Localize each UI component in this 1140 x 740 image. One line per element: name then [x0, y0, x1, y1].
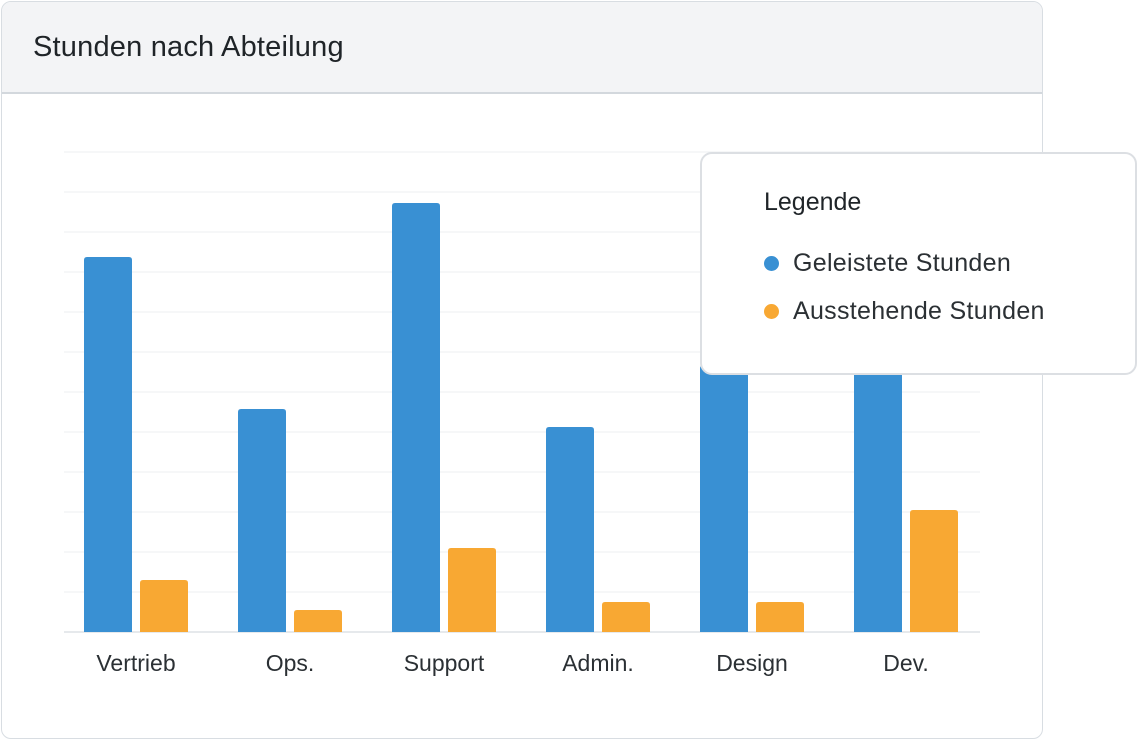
legend-item-geleistete-stunden: Geleistete Stunden	[764, 239, 1135, 287]
card-header: Stunden nach Abteilung	[2, 2, 1042, 94]
category-labels: Vertrieb Ops. Support Admin. Design Dev.	[96, 650, 928, 676]
bar-geleistet-1[interactable]	[238, 409, 286, 632]
bars	[84, 203, 958, 632]
card-title: Stunden nach Abteilung	[33, 30, 344, 63]
bar-geleistet-3[interactable]	[546, 427, 594, 632]
bar-ausstehend-1[interactable]	[294, 610, 342, 632]
bar-ausstehend-3[interactable]	[602, 602, 650, 632]
bar-ausstehend-5[interactable]	[910, 510, 958, 632]
category-label: Design	[716, 650, 788, 676]
bar-geleistet-4[interactable]	[700, 365, 748, 632]
legend-title: Legende	[764, 188, 862, 216]
legend-dot-ausstehende-stunden	[764, 303, 779, 319]
category-label: Dev.	[883, 650, 929, 676]
grid-lines	[64, 151, 980, 633]
bar-geleistet-5[interactable]	[854, 368, 902, 632]
category-label: Admin.	[562, 650, 634, 676]
bar-geleistet-0[interactable]	[84, 257, 132, 632]
category-label: Ops.	[266, 650, 315, 676]
legend-item-ausstehende-stunden: Ausstehende Stunden	[764, 287, 1135, 335]
bar-geleistet-2[interactable]	[392, 203, 440, 632]
bar-ausstehend-4[interactable]	[756, 602, 804, 632]
legend-label-ausstehende-stunden: Ausstehende Stunden	[793, 296, 1045, 325]
legend-label-geleistete-stunden: Geleistete Stunden	[793, 248, 1012, 277]
bar-ausstehend-2[interactable]	[448, 548, 496, 632]
category-label: Vertrieb	[96, 650, 175, 676]
legend-panel: Legende Geleistete Stunden Ausstehende S…	[700, 152, 1137, 375]
bar-ausstehend-0[interactable]	[140, 580, 188, 632]
category-label: Support	[404, 650, 485, 676]
legend-dot-geleistete-stunden	[764, 255, 779, 271]
